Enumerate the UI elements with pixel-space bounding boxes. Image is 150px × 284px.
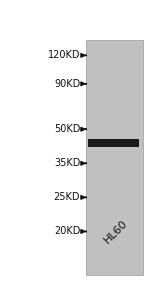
Text: 90KD: 90KD xyxy=(54,79,80,89)
Text: 120KD: 120KD xyxy=(48,50,80,60)
Text: 20KD: 20KD xyxy=(54,226,80,237)
Text: 35KD: 35KD xyxy=(54,158,80,168)
Bar xyxy=(86,40,143,275)
Text: 25KD: 25KD xyxy=(54,192,80,202)
Bar xyxy=(88,139,139,147)
Text: HL60: HL60 xyxy=(102,218,130,246)
Text: 50KD: 50KD xyxy=(54,124,80,134)
